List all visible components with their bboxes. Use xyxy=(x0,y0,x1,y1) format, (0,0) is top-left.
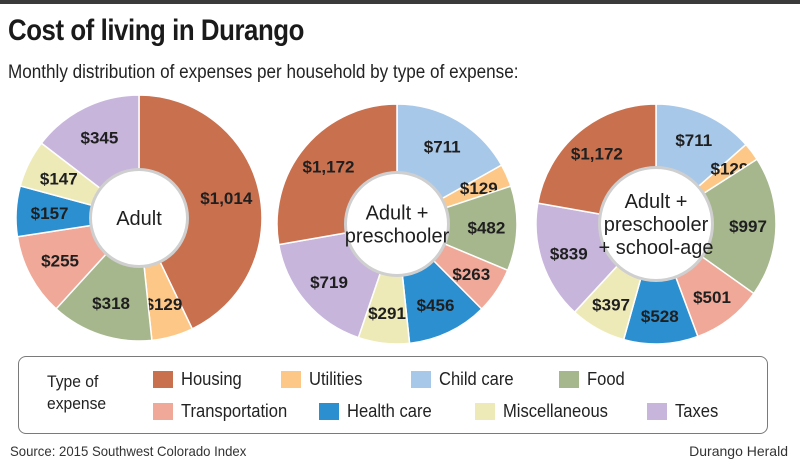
donut-3-label-healthcare: $528 xyxy=(641,307,679,326)
donut-3-label-transportation: $501 xyxy=(693,288,731,307)
donut-2-label-healthcare: $456 xyxy=(417,296,455,315)
donut-2-label-childcare: $711 xyxy=(424,138,461,157)
legend-label-food: Food xyxy=(587,368,625,389)
legend-swatch-housing xyxy=(153,370,173,388)
legend-swatch-childcare xyxy=(411,370,431,388)
donut-2-label-food: $482 xyxy=(467,218,505,237)
donut-2-center-label-line-2: preschooler xyxy=(345,226,450,248)
donut-2-center-disc xyxy=(347,174,447,274)
donut-3-center-disc xyxy=(601,169,711,279)
legend-title-line-1: Type of xyxy=(47,372,99,391)
legend-swatch-taxes xyxy=(647,402,667,420)
donut-3-center-label-line-2: preschooler xyxy=(604,214,709,236)
donut-3-label-taxes: $839 xyxy=(550,244,588,263)
legend-item-childcare: Child care xyxy=(411,369,520,389)
donut-2-label-housing: $1,172 xyxy=(303,157,355,176)
chart-subtitle: Monthly distribution of expenses per hou… xyxy=(8,62,519,83)
legend-label-taxes: Taxes xyxy=(675,400,719,421)
top-rule xyxy=(0,0,800,4)
legend-swatch-food xyxy=(559,370,579,388)
donut-1-label-utilities: $129 xyxy=(144,295,182,314)
donut-3-label-childcare: $711 xyxy=(675,131,712,150)
donut-3-center-label-line-1: Adult + xyxy=(625,191,688,213)
donut-3-label-housing: $1,172 xyxy=(571,145,623,164)
donut-1-label-healthcare: $157 xyxy=(31,204,69,223)
donut-1-center-disc xyxy=(92,171,186,265)
legend-item-healthcare: Health care xyxy=(319,401,439,421)
donut-2-center-label-line-1: Adult + xyxy=(366,203,429,225)
donut-chart-3: $711$129$997$501$528$397$839$1,172Adult … xyxy=(535,103,777,345)
legend-item-housing: Housing xyxy=(153,369,247,389)
donut-3-center-label-line-3: + school-age xyxy=(598,237,713,259)
legend-swatch-utilities xyxy=(281,370,301,388)
legend-swatch-miscellaneous xyxy=(475,402,495,420)
legend-item-food: Food xyxy=(559,369,628,389)
source-note: Source: 2015 Southwest Colorado Index xyxy=(10,443,247,459)
legend-label-utilities: Utilities xyxy=(309,368,363,389)
legend-item-transportation: Transportation xyxy=(153,401,296,421)
donut-1-label-housing: $1,014 xyxy=(200,189,253,208)
donut-1-label-food: $318 xyxy=(92,294,130,313)
donut-2-label-taxes: $719 xyxy=(310,273,348,292)
legend-label-healthcare: Health care xyxy=(347,400,432,421)
donut-3-label-miscellaneous: $397 xyxy=(592,295,630,314)
donut-3-label-food: $997 xyxy=(729,217,767,236)
donut-2-label-miscellaneous: $291 xyxy=(368,304,406,323)
legend-label-housing: Housing xyxy=(181,368,242,389)
credit-note: Durango Herald xyxy=(689,443,788,459)
legend-title: Type of expense xyxy=(47,371,106,415)
legend-swatch-healthcare xyxy=(319,402,339,420)
donut-1-label-miscellaneous: $147 xyxy=(40,169,78,188)
legend: Type of expense Housing Utilities Child … xyxy=(18,356,768,434)
legend-title-line-2: expense xyxy=(47,394,107,413)
legend-item-taxes: Taxes xyxy=(647,401,722,421)
donut-chart-1: $1,014 $129 $318 $255 $157 $147 $345 Adult xyxy=(15,94,263,342)
donut-chart-2: $711$129$482$263$456$291$719$1,172Adult … xyxy=(276,103,518,345)
chart-title: Cost of living in Durango xyxy=(8,14,304,47)
legend-swatch-transportation xyxy=(153,402,173,420)
legend-item-miscellaneous: Miscellaneous xyxy=(475,401,617,421)
legend-label-childcare: Child care xyxy=(439,368,514,389)
legend-label-miscellaneous: Miscellaneous xyxy=(503,400,608,421)
donut-1-label-transportation: $255 xyxy=(41,251,79,270)
donut-1-label-taxes: $345 xyxy=(80,129,118,148)
legend-label-transportation: Transportation xyxy=(181,400,288,421)
legend-item-utilities: Utilities xyxy=(281,369,367,389)
donut-2-label-transportation: $263 xyxy=(452,265,490,284)
donut-1-center-label-line-1: Adult xyxy=(116,208,162,230)
